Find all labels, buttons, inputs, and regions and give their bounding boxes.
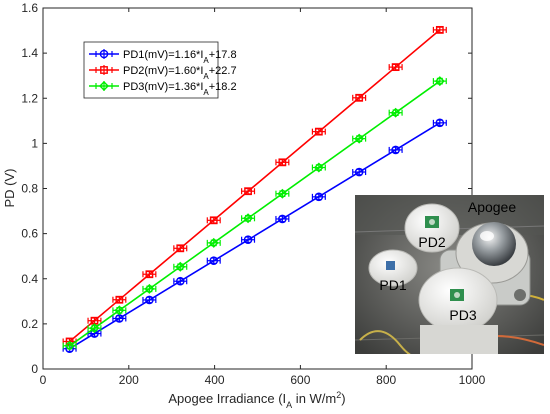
data-point: [434, 76, 445, 87]
photo-label-pd3: PD3: [449, 307, 476, 323]
data-point: [435, 25, 444, 34]
data-point: [314, 127, 323, 136]
data-point: [390, 107, 401, 118]
y-tick-label: 1.6: [21, 1, 38, 15]
data-point: [114, 305, 125, 316]
data-point: [354, 167, 364, 177]
y-tick-label: 1.4: [21, 46, 38, 60]
data-point: [115, 295, 124, 304]
data-point: [355, 93, 364, 102]
data-point: [175, 261, 186, 272]
data-point: [313, 162, 324, 173]
data-point: [99, 81, 109, 91]
x-tick-label: 200: [119, 373, 139, 387]
y-axis-title: PD (V): [2, 169, 17, 208]
fit-line: [69, 29, 441, 343]
x-tick-label: 600: [290, 373, 310, 387]
data-point: [314, 192, 324, 202]
legend-label: PD2(mV)=1.60*IA+22.7: [123, 65, 237, 81]
axis-ticks: 0 200 400 600 800 1000 0 0.2 0.4 0.6 0.8 1 1.2 1.4 1.6: [21, 1, 485, 387]
inset-photo: PD2 PD1 PD3 Apogee: [355, 195, 544, 354]
data-point: [244, 187, 252, 196]
x-tick-label: 0: [40, 373, 47, 387]
data-point: [277, 188, 288, 199]
data-point: [354, 133, 365, 144]
data-point: [208, 237, 219, 248]
data-point: [145, 295, 154, 305]
fit-line: [69, 122, 441, 350]
legend-label: PD3(mV)=1.36*IA+18.2: [123, 81, 237, 97]
data-point: [64, 340, 75, 351]
legend: PD1(mV)=1.16*IA+17.8PD2(mV)=1.60*IA+22.7…: [83, 41, 237, 99]
data-point: [176, 244, 185, 253]
legend-entry-1: PD1(mV)=1.16*IA+17.8: [89, 49, 237, 65]
legend-entry-3: PD3(mV)=1.36*IA+18.2: [89, 81, 237, 97]
data-point: [243, 235, 253, 245]
y-tick-label: 0.8: [21, 182, 38, 196]
photo-label-pd2: PD2: [418, 234, 445, 250]
x-tick-label: 800: [376, 373, 396, 387]
legend-label: PD1(mV)=1.16*IA+17.8: [123, 49, 237, 65]
data-point: [144, 283, 155, 294]
data-point: [99, 49, 109, 59]
series-1: [62, 118, 447, 353]
data-point: [145, 270, 154, 279]
data-point: [243, 213, 254, 224]
data-point: [209, 216, 218, 225]
fit-line: [69, 80, 441, 347]
y-tick-label: 0: [31, 362, 38, 376]
series-layer: [62, 25, 447, 353]
y-tick-label: 0.4: [21, 272, 38, 286]
photo-label-apogee: Apogee: [468, 199, 516, 215]
data-point: [175, 276, 185, 286]
data-point: [391, 63, 400, 72]
data-point: [391, 145, 400, 155]
x-tick-label: 400: [205, 373, 225, 387]
series-3: [62, 76, 447, 351]
legend-entry-2: PD2(mV)=1.60*IA+22.7: [89, 65, 237, 81]
data-point: [278, 214, 287, 224]
x-axis-title: Apogee Irradiance (IA in W/m2): [168, 390, 345, 410]
data-point: [209, 256, 219, 266]
data-point: [89, 323, 100, 334]
data-point: [435, 118, 445, 128]
x-tick-label: 1000: [459, 373, 486, 387]
data-point: [100, 66, 108, 74]
photo-label-pd1: PD1: [379, 277, 406, 293]
y-tick-label: 0.6: [21, 227, 38, 241]
y-tick-label: 1.2: [21, 91, 38, 105]
data-point: [278, 158, 287, 167]
y-tick-label: 0.2: [21, 317, 38, 331]
y-tick-label: 1: [31, 136, 38, 150]
